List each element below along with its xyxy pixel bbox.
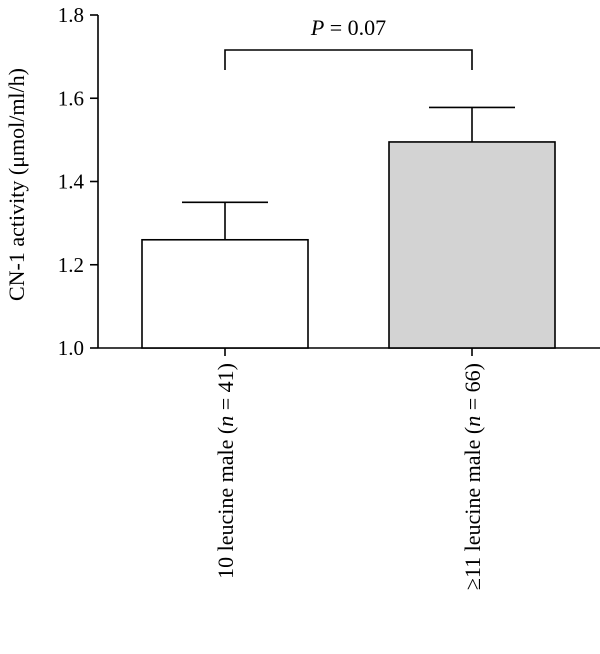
x-category-label: ≥11 leucine male (n = 66) <box>460 363 485 590</box>
y-axis-title: CN-1 activity (μmol/ml/h) <box>4 68 29 301</box>
bar <box>141 238 309 349</box>
significance-bracket <box>224 49 473 70</box>
y-tick-label: 1.4 <box>58 170 85 194</box>
y-tick-label: 1.2 <box>58 253 84 277</box>
y-tick-label: 1.6 <box>58 86 84 110</box>
y-tick-label: 1.0 <box>58 336 84 360</box>
y-tick-label: 1.8 <box>58 3 84 27</box>
p-value-annotation: P = 0.07 <box>310 15 386 40</box>
x-category-label: 10 leucine male (n = 41) <box>213 363 238 579</box>
bar <box>388 141 556 349</box>
